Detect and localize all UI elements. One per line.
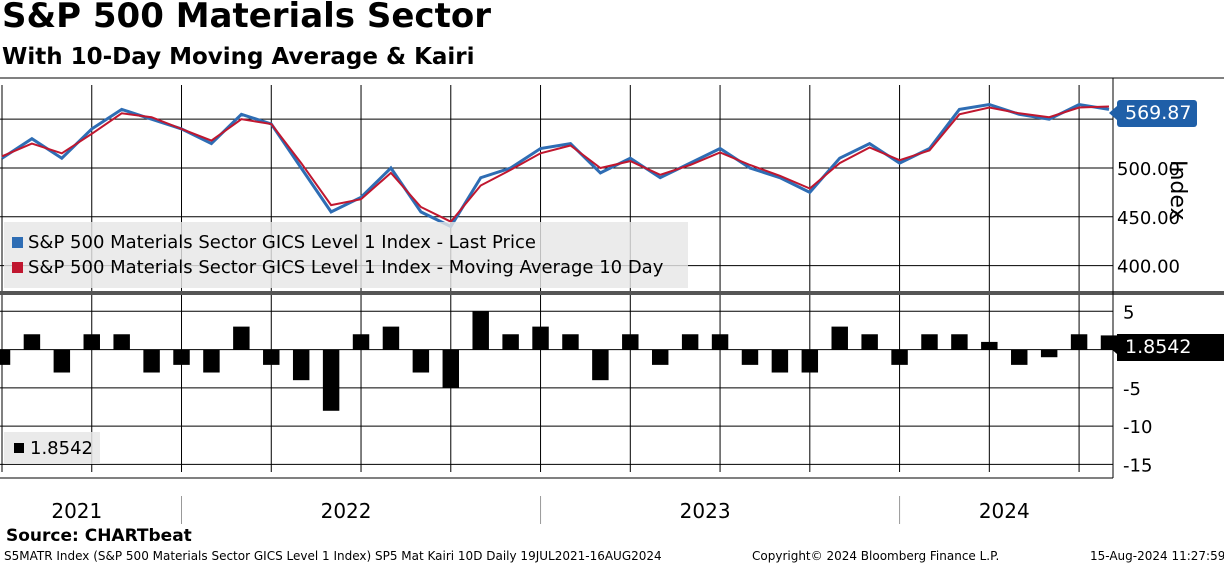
kairi-bar: [741, 349, 759, 365]
moving-average-line: [1, 105, 1110, 223]
kairi-bar: [622, 334, 639, 350]
kairi-tick-label: -5: [1123, 379, 1141, 400]
legend-item-moving-average: S&P 500 Materials Sector GICS Level 1 In…: [12, 257, 663, 278]
legend-label-last-price: S&P 500 Materials Sector GICS Level 1 In…: [28, 232, 536, 253]
legend-label-moving-average: S&P 500 Materials Sector GICS Level 1 In…: [28, 257, 664, 278]
kairi-bar: [412, 349, 430, 373]
kairi-bar: [0, 349, 11, 365]
price-tick-label: 500.00: [1117, 159, 1180, 180]
kairi-tick-label: 5: [1123, 302, 1134, 323]
kairi-legend-value: 1.8542: [30, 438, 93, 459]
chart-subtitle: With 10-Day Moving Average & Kairi: [2, 44, 475, 70]
kairi-bar: [532, 326, 549, 350]
kairi-bar: [771, 349, 789, 373]
kairi-bar: [352, 334, 370, 350]
kairi-bar: [861, 334, 878, 350]
kairi-bar: [711, 334, 729, 350]
kairi-bar: [831, 326, 848, 350]
security-description: S5MATR Index (S&P 500 Materials Sector G…: [4, 549, 662, 563]
kairi-bar: [592, 349, 609, 381]
kairi-bar: [322, 349, 340, 411]
price-tick-label: 400.00: [1117, 257, 1180, 278]
kairi-bar: [83, 334, 100, 350]
kairi-bar: [382, 326, 400, 350]
panel-divider: [0, 291, 1224, 295]
x-tick-label: 2023: [680, 499, 731, 523]
kairi-bar: [1040, 349, 1058, 358]
kairi-bar: [173, 349, 190, 365]
x-tick-label: 2024: [979, 499, 1030, 523]
kairi-bar: [801, 349, 819, 373]
kairi-bar: [53, 349, 71, 373]
timestamp: 15-Aug-2024 11:27:59: [1090, 549, 1224, 563]
price-tick-label: 450.00: [1117, 208, 1180, 229]
x-tick-label: 2022: [321, 499, 372, 523]
kairi-bar: [233, 326, 250, 350]
kairi-bar: [681, 334, 699, 350]
moving-average-swatch: [12, 262, 23, 273]
last-price-tag: 569.87: [1109, 100, 1197, 127]
kairi-bar: [143, 349, 160, 373]
legend-item-last-price: S&P 500 Materials Sector GICS Level 1 In…: [12, 232, 536, 253]
kairi-bar: [981, 341, 998, 350]
kairi-bar: [203, 349, 220, 373]
kairi-bar: [1011, 349, 1028, 365]
price-legend: S&P 500 Materials Sector GICS Level 1 In…: [4, 222, 688, 288]
kairi-bar: [1070, 334, 1088, 350]
kairi-bar: [442, 349, 460, 388]
last-price-swatch: [12, 237, 23, 248]
kairi-bar: [951, 334, 968, 350]
kairi-tick-label: -10: [1123, 417, 1152, 438]
kairi-last-tag: 1.8542: [1109, 334, 1224, 361]
x-tick-label: 2021: [51, 499, 102, 523]
y-axis-label: Index: [1165, 160, 1190, 221]
kairi-bar: [891, 349, 908, 365]
kairi-bar: [113, 334, 130, 350]
chart-title: S&P 500 Materials Sector: [2, 0, 491, 36]
kairi-tick-label: -15: [1123, 455, 1152, 476]
kairi-swatch: [14, 443, 24, 453]
kairi-bar: [23, 334, 41, 350]
kairi-legend: 1.8542: [4, 432, 100, 464]
kairi-bar: [502, 334, 519, 350]
copyright-note: Copyright© 2024 Bloomberg Finance L.P.: [752, 549, 1000, 563]
kairi-bar: [292, 349, 310, 381]
kairi-bar: [651, 349, 669, 365]
kairi-bar: [472, 311, 489, 350]
kairi-bar: [562, 334, 579, 350]
source-note: Source: CHARTbeat: [6, 526, 192, 546]
kairi-bar: [263, 349, 280, 365]
kairi-bar: [921, 334, 938, 350]
